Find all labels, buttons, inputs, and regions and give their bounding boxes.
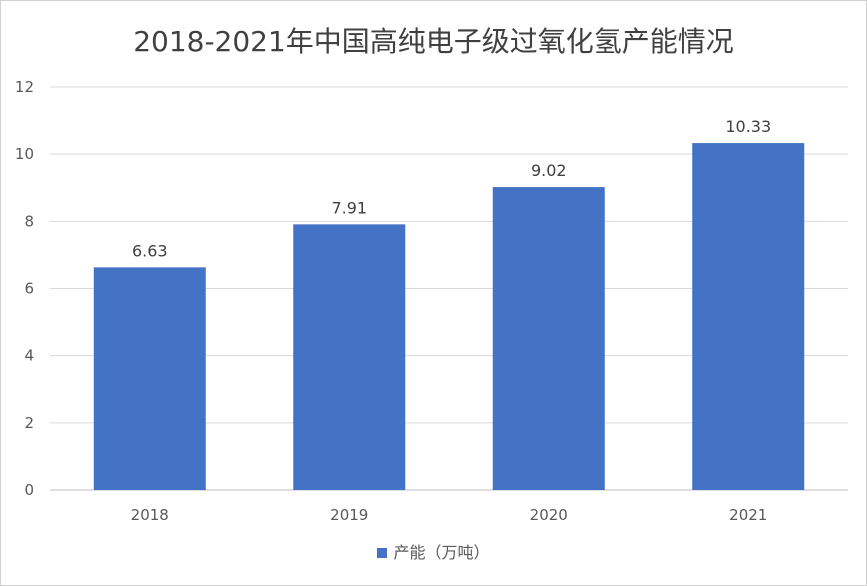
chart-title: 2018-2021年中国高纯电子级过氧化氢产能情况 xyxy=(133,25,734,58)
x-tick-label: 2020 xyxy=(530,506,568,524)
data-label: 10.33 xyxy=(725,117,771,136)
y-axis-ticks: 0 2 4 6 8 10 12 xyxy=(15,78,34,499)
bar xyxy=(492,187,605,490)
x-axis-ticks: 2018 2019 2020 2021 xyxy=(131,506,768,524)
y-tick-label: 8 xyxy=(24,212,34,230)
x-tick-label: 2021 xyxy=(729,506,767,524)
data-labels: 6.63 7.91 9.02 10.33 xyxy=(132,117,771,260)
legend-swatch xyxy=(377,547,388,558)
bar xyxy=(93,267,206,490)
legend: 产能（万吨） xyxy=(0,539,867,563)
x-tick-label: 2019 xyxy=(330,506,368,524)
data-label: 6.63 xyxy=(132,241,168,260)
y-tick-label: 6 xyxy=(24,280,34,298)
y-tick-label: 4 xyxy=(24,347,34,365)
bar xyxy=(293,224,406,490)
y-tick-label: 2 xyxy=(24,414,34,432)
y-tick-label: 12 xyxy=(15,78,34,96)
legend-item: 产能（万吨） xyxy=(377,539,490,563)
data-label: 9.02 xyxy=(531,161,567,180)
legend-label: 产能（万吨） xyxy=(393,543,490,562)
y-tick-label: 10 xyxy=(15,145,34,163)
y-tick-label: 0 xyxy=(24,481,34,499)
bar xyxy=(692,143,805,490)
x-tick-label: 2018 xyxy=(131,506,169,524)
data-label: 7.91 xyxy=(331,198,367,217)
bars xyxy=(93,143,805,490)
